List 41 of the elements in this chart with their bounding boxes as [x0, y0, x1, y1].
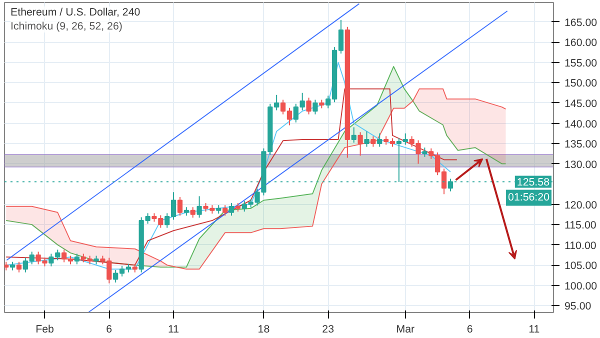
y-tick-label: 150.00 [564, 78, 598, 90]
y-tick-label: 135.00 [564, 138, 598, 151]
y-tick-label: 165.00 [564, 16, 598, 29]
candlestick [74, 253, 80, 265]
x-tick-label: 6 [466, 324, 473, 336]
x-tick-label: 23 [322, 324, 334, 336]
annotation: 01:56:20 [508, 192, 550, 204]
y-tick-label: 105.00 [564, 260, 598, 272]
y-tick-label: 115.00 [564, 220, 596, 232]
x-tick-label: 18 [258, 324, 270, 336]
candlestick [312, 99, 318, 115]
ref-line-label: 125.58 [516, 176, 550, 189]
candlestick [177, 196, 183, 216]
text: Ichimoku (9, 26, 52, 26) [10, 20, 122, 32]
candlestick [190, 206, 196, 218]
candlestick [351, 126, 356, 144]
y-tick-label: 130.00 [564, 158, 598, 171]
candlestick [228, 202, 234, 216]
y-tick-label: 110.00 [564, 240, 596, 252]
x-tick-label: Feb [36, 324, 54, 336]
y-tick-label: 100.00 [564, 280, 598, 292]
x-tick-label: 11 [168, 324, 180, 336]
candlestick [306, 97, 312, 115]
y-tick-label: 155.00 [564, 57, 598, 70]
x-tick-label: 6 [106, 324, 112, 336]
candlestick [222, 204, 228, 216]
y-tick-label: 145.00 [564, 98, 598, 110]
y-tick-label: 120.00 [564, 199, 598, 212]
candlestick [16, 261, 22, 273]
candlestick [358, 132, 363, 156]
candlestick [364, 130, 370, 148]
candlestick [196, 196, 202, 218]
candlestick [370, 136, 376, 148]
chart-title: Ethereum / U.S. Dollar, 240 [10, 6, 140, 18]
y-tick-label: 160.00 [564, 37, 598, 50]
x-tick-label: Mar [396, 324, 416, 336]
candlestick [422, 147, 428, 158]
y-tick-label: 140.00 [564, 118, 598, 130]
candlestick [377, 132, 382, 148]
y-tick-label: 95.00 [564, 300, 592, 313]
x-tick-label: 11 [528, 324, 540, 336]
